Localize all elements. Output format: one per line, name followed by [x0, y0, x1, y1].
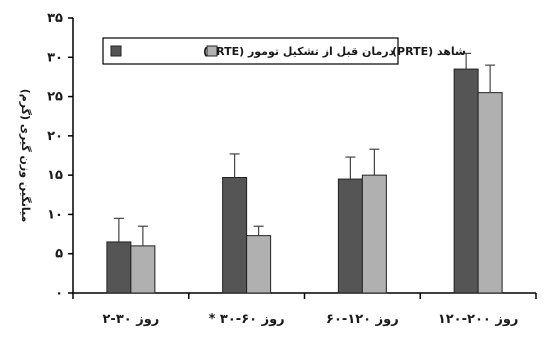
labels-group: ۰ ۵ ۱۰ ۱۵ ۲۰ ۲۵ ۳۰ ۳۵ روز ۳۰-۲ روز ۶۰-۳۰ * روز ۱۲۰…: [19, 11, 518, 327]
bar: [106, 241, 132, 294]
legend: درمان قبل از تشکیل تومور (PRTE)شاهد (PRT…: [102, 37, 466, 65]
bar: [130, 245, 156, 294]
y-tick-label: ۰: [55, 286, 63, 301]
legend-box: [102, 37, 399, 65]
bar: [222, 177, 248, 294]
y-tick-label: ۱۰: [47, 207, 63, 222]
legend-label: درمان قبل از تشکیل تومور (PRTE): [203, 45, 395, 58]
y-tick-label: ۲۰: [47, 129, 63, 144]
y-tick-label: ۳۰: [47, 50, 63, 65]
legend-label: شاهد (PRTE): [392, 45, 466, 58]
bars-group: [106, 52, 503, 294]
y-tick-label: ۱۵: [47, 168, 63, 183]
legend-swatch: [206, 45, 218, 57]
bar: [477, 92, 503, 294]
y-tick-label: ۲۵: [47, 90, 63, 105]
bar: [453, 68, 479, 294]
bar: [246, 235, 272, 294]
x-tick-label: روز ۲۰۰-۱۲۰: [438, 312, 519, 327]
y-tick-label: ۳۵: [47, 11, 63, 26]
x-tick-label: روز ۶۰-۳۰ *: [209, 312, 285, 327]
y-tick-label: ۵: [55, 247, 63, 262]
y-axis-label: میانگین وزن گیری (گرم): [19, 89, 32, 223]
x-tick-label: روز ۱۲۰-۶۰: [326, 312, 399, 327]
bar: [361, 174, 387, 294]
bar: [337, 178, 363, 294]
legend-swatch: [110, 45, 122, 57]
x-tick-label: روز ۳۰-۲: [102, 312, 159, 327]
